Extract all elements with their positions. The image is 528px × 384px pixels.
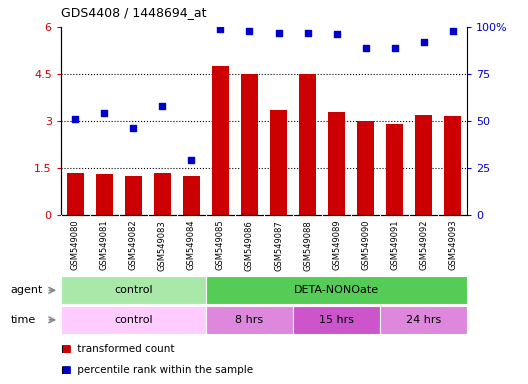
Bar	[270, 110, 287, 215]
Bar	[357, 121, 374, 215]
Text: GSM549093: GSM549093	[448, 220, 457, 270]
Text: 8 hrs: 8 hrs	[235, 315, 263, 325]
Bar	[415, 115, 432, 215]
Point	[391, 45, 399, 51]
Bar	[61, 276, 206, 304]
Text: GSM549083: GSM549083	[158, 220, 167, 271]
Point	[275, 30, 283, 36]
Text: GSM549090: GSM549090	[361, 220, 370, 270]
Text: DETA-NONOate: DETA-NONOate	[294, 285, 379, 295]
Bar	[125, 176, 142, 215]
Text: control: control	[114, 315, 153, 325]
Bar	[299, 74, 316, 215]
Bar	[154, 173, 171, 215]
Point	[129, 126, 138, 132]
Text: GSM549088: GSM549088	[303, 220, 312, 271]
Bar	[206, 276, 467, 304]
Text: GSM549086: GSM549086	[245, 220, 254, 271]
Text: GSM549082: GSM549082	[129, 220, 138, 270]
Point	[216, 26, 225, 32]
Point	[245, 28, 254, 34]
Text: GSM549089: GSM549089	[332, 220, 341, 270]
Bar	[328, 112, 345, 215]
Text: ■  transformed count: ■ transformed count	[61, 344, 174, 354]
Point	[100, 110, 109, 116]
Text: GSM549085: GSM549085	[216, 220, 225, 270]
Text: 24 hrs: 24 hrs	[406, 315, 441, 325]
Text: ■: ■	[61, 344, 70, 354]
Text: ■: ■	[61, 365, 70, 375]
Point	[187, 157, 196, 164]
Bar	[444, 116, 461, 215]
Point	[449, 28, 457, 34]
Text: control: control	[114, 285, 153, 295]
Point	[71, 116, 80, 122]
Bar	[183, 176, 200, 215]
Text: GSM549092: GSM549092	[419, 220, 428, 270]
Bar	[241, 74, 258, 215]
Bar	[96, 174, 113, 215]
Bar	[380, 306, 467, 334]
Point	[420, 39, 428, 45]
Text: GSM549087: GSM549087	[274, 220, 283, 271]
Bar	[293, 306, 380, 334]
Text: GSM549081: GSM549081	[100, 220, 109, 270]
Point	[333, 31, 341, 38]
Text: agent: agent	[11, 285, 43, 295]
Text: ■  percentile rank within the sample: ■ percentile rank within the sample	[61, 365, 253, 375]
Bar	[67, 173, 84, 215]
Point	[158, 103, 167, 109]
Text: 15 hrs: 15 hrs	[319, 315, 354, 325]
Text: GSM549091: GSM549091	[390, 220, 399, 270]
Bar	[206, 306, 293, 334]
Bar	[61, 306, 206, 334]
Text: time: time	[11, 315, 36, 325]
Point	[303, 30, 312, 36]
Text: GSM549080: GSM549080	[71, 220, 80, 270]
Bar	[212, 66, 229, 215]
Text: GDS4408 / 1448694_at: GDS4408 / 1448694_at	[61, 6, 206, 19]
Text: GSM549084: GSM549084	[187, 220, 196, 270]
Bar	[386, 124, 403, 215]
Point	[361, 45, 370, 51]
